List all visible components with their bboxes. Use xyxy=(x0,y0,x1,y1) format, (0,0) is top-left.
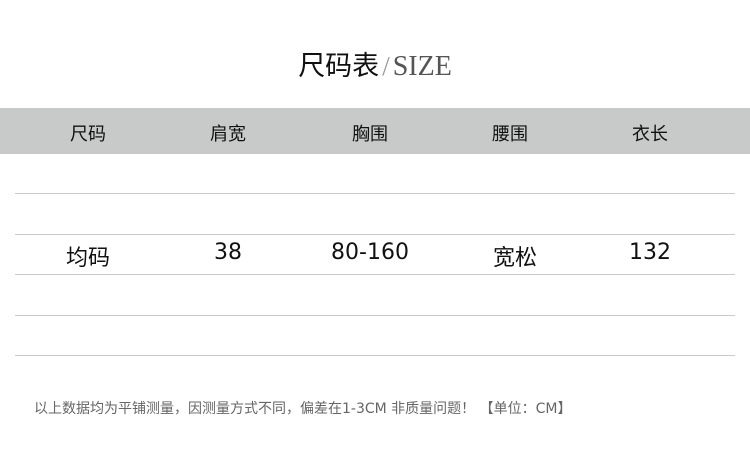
cell-shoulder: 38 xyxy=(214,240,242,265)
table-header: 尺码 肩宽 胸围 腰围 衣长 xyxy=(0,108,750,154)
row-divider xyxy=(15,274,735,275)
header-chest: 胸围 xyxy=(352,124,388,145)
header-size: 尺码 xyxy=(70,124,106,145)
cell-chest: 80-160 xyxy=(331,240,409,265)
measurement-note: 以上数据均为平铺测量，因测量方式不同，偏差在1-3CM 非质量问题！ 【单位：C… xyxy=(34,401,572,417)
header-waist: 腰围 xyxy=(492,124,528,145)
row-divider xyxy=(15,234,735,235)
cell-waist: 宽松 xyxy=(492,246,537,271)
cell-length: 132 xyxy=(629,240,671,265)
title-slash: / xyxy=(382,51,390,81)
title-cn: 尺码表 xyxy=(298,51,380,82)
page-title: 尺码表 / SIZE xyxy=(0,44,750,83)
header-length: 衣长 xyxy=(632,124,668,145)
row-divider xyxy=(15,193,735,194)
title-en: SIZE xyxy=(392,51,452,82)
header-shoulder: 肩宽 xyxy=(210,124,246,145)
row-divider xyxy=(15,315,735,316)
cell-size: 均码 xyxy=(65,246,110,271)
row-divider xyxy=(15,355,735,356)
